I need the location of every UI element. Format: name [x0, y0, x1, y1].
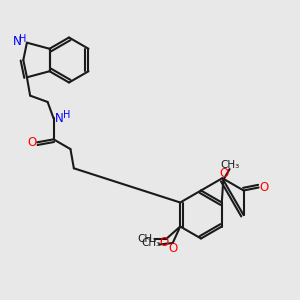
Text: O: O [168, 242, 177, 255]
Text: H: H [19, 34, 26, 44]
Text: CH₃: CH₃ [220, 160, 240, 170]
Text: O: O [27, 136, 36, 149]
Text: O: O [159, 236, 168, 249]
Text: H: H [63, 110, 70, 120]
Text: N: N [13, 35, 22, 48]
Text: N: N [55, 112, 64, 125]
Text: O: O [260, 181, 268, 194]
Text: CH₃: CH₃ [138, 233, 157, 244]
Text: CH₃: CH₃ [142, 238, 161, 248]
Text: O: O [219, 167, 228, 180]
